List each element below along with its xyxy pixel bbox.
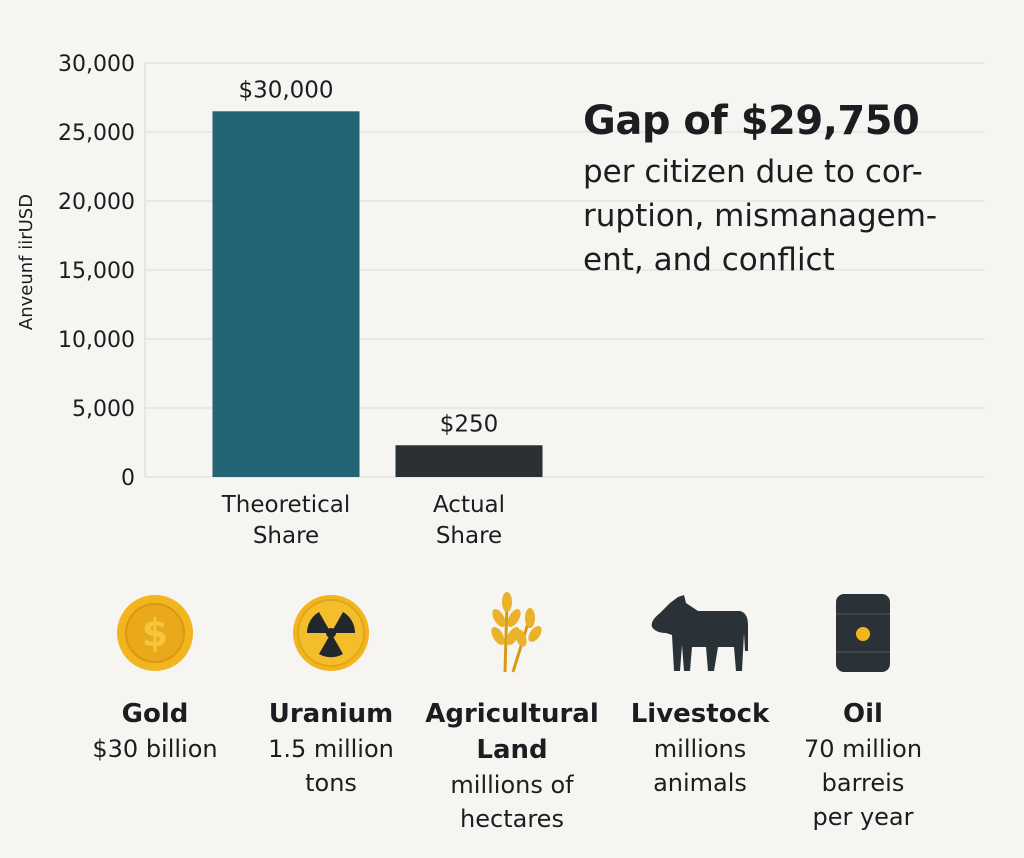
y-tick-label: 5,000 — [72, 397, 135, 422]
resource-desc: 70 million barreis per year — [803, 735, 923, 831]
resource-gold: $ Gold $30 billion — [60, 592, 250, 766]
resource-title: Oil — [843, 699, 883, 729]
resource-uranium: Uranium 1.5 million tons — [236, 592, 426, 800]
resource-desc: millions of hectares — [450, 771, 574, 833]
resource-title: Agricultural Land — [425, 699, 599, 765]
x-tick-label: Actual — [433, 492, 505, 518]
bar-chart: 0 5,000 10,000 15,000 20,000 25,000 30,000 Anve… — [16, 52, 985, 549]
bar-actual — [395, 445, 543, 477]
cow-icon — [605, 592, 795, 674]
y-tick-label: 0 — [121, 466, 135, 491]
gap-annotation: Gap of $29,750 per citizen due to cor- r… — [583, 98, 1003, 282]
x-tick-label: Share — [253, 523, 319, 549]
wheat-icon — [417, 592, 607, 674]
data-label: $250 — [440, 411, 499, 437]
data-label: $30,000 — [238, 77, 333, 103]
svg-text:$: $ — [142, 611, 168, 655]
x-tick-label: Theoretical — [221, 492, 351, 518]
resource-livestock: Livestock millions animals — [605, 592, 795, 800]
y-axis-label: Anveunf iirUSD — [16, 194, 37, 330]
gap-description: per citizen due to cor- ruption, mismana… — [583, 154, 938, 278]
y-tick-label: 10,000 — [58, 328, 135, 353]
y-tick-label: 30,000 — [58, 52, 135, 77]
gold-coin-icon: $ — [60, 592, 250, 674]
y-tick-label: 20,000 — [58, 190, 135, 215]
y-tick-label: 25,000 — [58, 121, 135, 146]
oil-barrel-icon — [768, 592, 958, 674]
resource-oil: Oil 70 million barreis per year — [768, 592, 958, 834]
resource-desc: millions animals — [653, 735, 747, 797]
bar-theoretical — [212, 111, 360, 478]
resource-title: Livestock — [630, 699, 770, 729]
resource-desc: 1.5 million tons — [268, 735, 394, 797]
resource-desc: $30 billion — [92, 735, 218, 763]
radiation-icon — [236, 592, 426, 674]
gap-headline: Gap of $29,750 — [583, 98, 920, 144]
resource-agricultural-land: Agricultural Land millions of hectares — [417, 592, 607, 836]
x-tick-label: Share — [436, 523, 502, 549]
resource-title: Uranium — [268, 699, 394, 729]
resource-title: Gold — [121, 699, 189, 729]
y-tick-label: 15,000 — [58, 259, 135, 284]
